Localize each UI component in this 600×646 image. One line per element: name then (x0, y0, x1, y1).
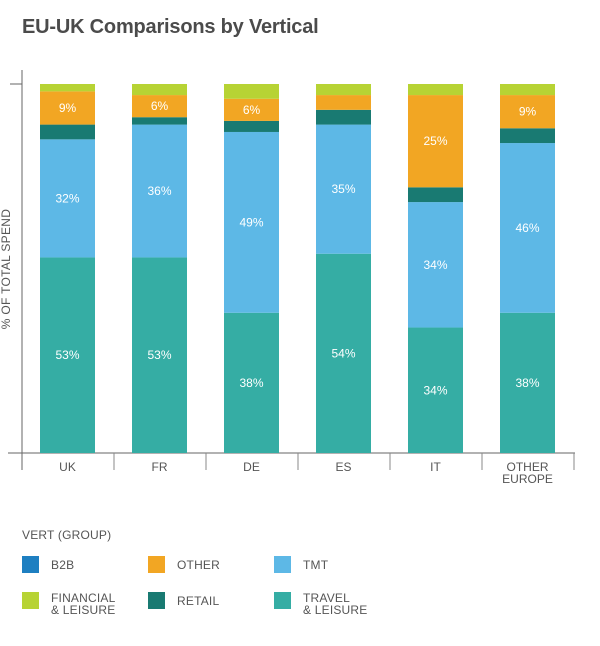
x-tick-label-other-europe: OTHER (507, 460, 549, 474)
bar-it-financial-leisure (408, 84, 463, 96)
data-label-es-tmt: 35% (331, 182, 355, 196)
data-label-de-tmt: 49% (239, 215, 263, 229)
x-tick-label-es: ES (335, 460, 351, 474)
x-tick-label-fr: FR (152, 460, 168, 474)
legend-swatch (22, 592, 39, 609)
legend-title: VERT (GROUP) (22, 528, 112, 542)
legend-item-tmt: TMT (274, 556, 328, 573)
bar-es-travel-leisure (316, 253, 371, 453)
data-label-fr-other: 6% (151, 99, 169, 113)
bar-de-other (224, 98, 279, 121)
data-label-it-travel-leisure: 34% (423, 383, 447, 397)
legend-item-travel-leisure: TRAVEL & LEISURE (274, 592, 368, 616)
bar-es-tmt (316, 124, 371, 254)
bar-it-tmt (408, 202, 463, 328)
legend-label: B2B (51, 558, 75, 572)
legend-swatch (148, 556, 165, 573)
x-tick-label-de: DE (243, 460, 260, 474)
data-label-es-travel-leisure: 54% (331, 346, 355, 360)
bar-de-tmt (224, 131, 279, 313)
bar-uk-retail (40, 124, 95, 140)
data-label-other-europe-travel-leisure: 38% (515, 376, 539, 390)
legend-item-b2b: B2B (22, 556, 74, 573)
data-label-other-europe-other: 9% (519, 105, 537, 119)
bar-es-financial-leisure (316, 84, 371, 96)
bar-fr-retail (132, 117, 187, 125)
bar-other-europe-retail (500, 128, 555, 144)
legend-label: TMT (303, 558, 329, 572)
data-label-uk-tmt: 32% (55, 191, 79, 205)
legend-item-financial-leisure: FINANCIAL & LEISURE (22, 592, 116, 616)
bar-it-other (408, 95, 463, 188)
bar-es-other (316, 95, 371, 110)
legend-item-retail: RETAIL (148, 592, 219, 609)
data-label-uk-travel-leisure: 53% (55, 348, 79, 362)
legend-label: TRAVEL & LEISURE (303, 591, 368, 617)
data-label-de-other: 6% (243, 103, 261, 117)
data-label-other-europe-tmt: 46% (515, 221, 539, 235)
bar-fr-travel-leisure (132, 257, 187, 453)
bar-other-europe-financial-leisure (500, 84, 555, 96)
bar-uk-other (40, 91, 95, 125)
bar-other-europe-travel-leisure (500, 312, 555, 453)
bar-other-europe-other (500, 95, 555, 129)
legend-item-other: OTHER (148, 556, 220, 573)
bar-fr-financial-leisure (132, 84, 187, 96)
legend-swatch (148, 592, 165, 609)
chart-title: EU-UK Comparisons by Vertical (22, 16, 319, 38)
legend-label: OTHER (177, 558, 220, 572)
bar-de-financial-leisure (224, 84, 279, 99)
legend-swatch (274, 556, 291, 573)
data-label-fr-tmt: 36% (147, 184, 171, 198)
data-label-it-other: 25% (423, 134, 447, 148)
bar-de-retail (224, 120, 279, 132)
bar-it-travel-leisure (408, 327, 463, 453)
bar-uk-travel-leisure (40, 257, 95, 453)
bar-uk-tmt (40, 139, 95, 258)
bar-fr-tmt (132, 124, 187, 258)
bar-uk-financial-leisure (40, 84, 95, 92)
x-tick-label-it: IT (430, 460, 441, 474)
data-label-it-tmt: 34% (423, 258, 447, 272)
bar-de-travel-leisure (224, 312, 279, 453)
legend-swatch (22, 556, 39, 573)
data-label-de-travel-leisure: 38% (239, 376, 263, 390)
data-label-fr-travel-leisure: 53% (147, 348, 171, 362)
bar-es-retail (316, 109, 371, 125)
bar-fr-other (132, 95, 187, 118)
legend-swatch (274, 592, 291, 609)
bar-it-retail (408, 187, 463, 203)
legend-label: FINANCIAL & LEISURE (51, 591, 116, 617)
x-tick-label-other-europe: EUROPE (502, 472, 553, 486)
legend-label: RETAIL (177, 594, 220, 608)
x-tick-label-uk: UK (59, 460, 76, 474)
data-label-uk-other: 9% (59, 101, 77, 115)
bar-other-europe-tmt (500, 143, 555, 313)
